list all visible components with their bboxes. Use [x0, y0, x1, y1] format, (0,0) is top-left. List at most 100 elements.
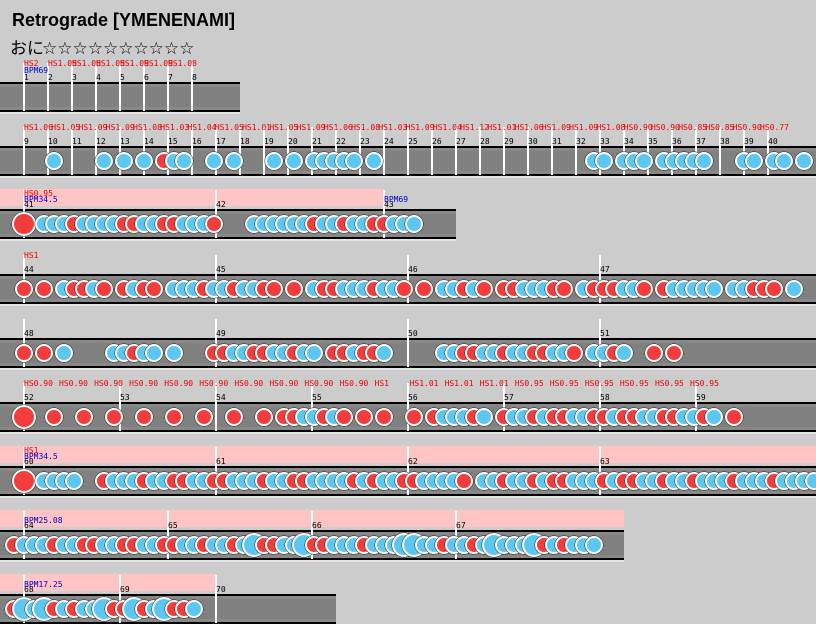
scroll-speed: HS0.90	[624, 123, 653, 132]
scroll-speed: HS1.05	[96, 59, 125, 68]
measure-number: 29	[504, 137, 514, 146]
scroll-speed: HS0.90	[651, 123, 680, 132]
stars: ☆☆☆☆☆☆☆☆☆☆	[42, 39, 194, 58]
measure-number: 54	[216, 393, 226, 402]
measure-number: 7	[168, 73, 173, 82]
note	[285, 152, 303, 170]
scroll-speed: HS1.12	[460, 123, 489, 132]
note	[115, 152, 133, 170]
measure-number: 63	[600, 457, 610, 466]
measure-number: 23	[360, 137, 370, 146]
scroll-speed: HS1.05	[51, 123, 80, 132]
note	[35, 344, 53, 362]
note	[265, 152, 283, 170]
scroll-speed: HS0.90	[304, 379, 333, 388]
scroll-speed: HS0.77	[760, 123, 789, 132]
note	[455, 472, 473, 490]
measure-number: 58	[600, 393, 610, 402]
measure-number: 16	[192, 137, 202, 146]
note	[635, 280, 653, 298]
title: Retrograde [YMENENAMI]	[12, 10, 235, 30]
scroll-speed: HS0.95	[690, 379, 719, 388]
measure-number: 18	[240, 137, 250, 146]
note	[75, 408, 93, 426]
note	[35, 280, 53, 298]
measure-number: 59	[696, 393, 706, 402]
note	[12, 405, 36, 429]
measure-number: 48	[24, 329, 34, 338]
note	[785, 280, 803, 298]
measure-number: 55	[312, 393, 322, 402]
measure-number: 28	[480, 137, 490, 146]
note	[335, 408, 353, 426]
note	[475, 280, 493, 298]
scroll-speed: HS1.08	[596, 123, 625, 132]
scroll-speed: HS1.09	[79, 123, 108, 132]
scroll-speed: HS0.95	[620, 379, 649, 388]
note	[635, 152, 653, 170]
note	[745, 152, 763, 170]
note	[615, 344, 633, 362]
note	[775, 152, 793, 170]
note	[725, 408, 743, 426]
measure-number: 36	[672, 137, 682, 146]
scroll-speed: HS0.90	[129, 379, 158, 388]
note	[165, 408, 183, 426]
scroll-speed: HS1.06	[24, 123, 53, 132]
note	[145, 344, 163, 362]
scroll-speed: HS0.90	[59, 379, 88, 388]
scroll-speed: HS0.90	[269, 379, 298, 388]
scroll-speed: HS0.85	[678, 123, 707, 132]
measure-number: 25	[408, 137, 418, 146]
measure-number: 66	[312, 521, 322, 530]
measure-number: 39	[744, 137, 754, 146]
note	[305, 344, 323, 362]
measure-number: 2	[48, 73, 53, 82]
scroll-speed: HS0.90	[24, 379, 53, 388]
scroll-speed: HS1	[24, 251, 39, 260]
measure-number: 61	[216, 457, 226, 466]
note	[365, 152, 383, 170]
note	[555, 280, 573, 298]
bpm-change: BPM34.5	[24, 195, 58, 204]
scroll-speed: HS1.04	[433, 123, 462, 132]
scroll-speed: HS0.95	[515, 379, 544, 388]
note	[705, 280, 723, 298]
measure-number: 38	[720, 137, 730, 146]
note	[255, 408, 273, 426]
note	[665, 344, 683, 362]
measure-number: 57	[504, 393, 514, 402]
measure-number: 47	[600, 265, 610, 274]
measure-number: 20	[288, 137, 298, 146]
speed-band	[0, 574, 216, 591]
measure-number: 46	[408, 265, 418, 274]
note	[45, 152, 63, 170]
measure-number: 37	[696, 137, 706, 146]
note	[405, 408, 423, 426]
scroll-speed: HS1.09	[106, 123, 135, 132]
note	[595, 152, 613, 170]
note	[105, 408, 123, 426]
measure-number: 6	[144, 73, 149, 82]
scroll-speed: HS1.05	[215, 123, 244, 132]
scroll-speed: HS0.90	[199, 379, 228, 388]
measure-number: 11	[72, 137, 82, 146]
measure-number: 41	[24, 200, 34, 209]
measure-number: 26	[432, 137, 442, 146]
scroll-speed: HS0.90	[164, 379, 193, 388]
measure-number: 60	[24, 457, 34, 466]
scroll-speed: HS1.06	[72, 59, 101, 68]
scroll-speed: HS1.01	[242, 123, 271, 132]
scroll-speed: HS1.06	[324, 123, 353, 132]
note	[705, 408, 723, 426]
measure-number: 3	[72, 73, 77, 82]
note	[225, 408, 243, 426]
scroll-speed: HS1.01	[410, 379, 439, 388]
scroll-speed: HS1.09	[120, 59, 149, 68]
scroll-speed: HS1.05	[48, 59, 77, 68]
measure-number: 35	[648, 137, 658, 146]
scroll-speed: HS0.90	[733, 123, 762, 132]
note	[375, 408, 393, 426]
